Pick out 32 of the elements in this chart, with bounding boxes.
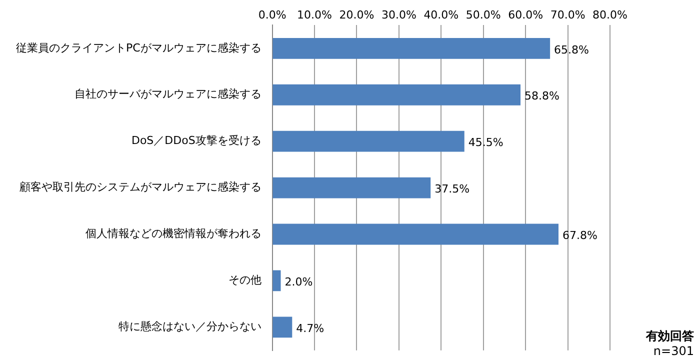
x-tick-label: 40.0% xyxy=(424,8,459,22)
data-label: 37.5% xyxy=(434,182,470,196)
data-label: 65.8% xyxy=(554,43,590,56)
data-label: 67.8% xyxy=(562,229,598,242)
y-tick-label: 従業員のクライアントPCがマルウェアに感染する xyxy=(16,41,262,54)
y-tick-label: 特に懸念はない／分からない xyxy=(118,320,262,334)
x-tick-label: 70.0% xyxy=(550,8,586,22)
y-tick-label: 自社のサーバがマルウェアに感染する xyxy=(74,88,262,101)
x-tick-label: 80.0% xyxy=(592,8,628,22)
bar xyxy=(272,177,431,198)
x-tick-label: 0.0% xyxy=(258,8,286,22)
x-tick-label: 50.0% xyxy=(466,8,501,22)
x-tick-label: 10.0% xyxy=(297,8,332,22)
y-tick-label: 顧客や取引先のシステムがマルウェアに感染する xyxy=(19,180,262,194)
data-label: 58.8% xyxy=(524,90,560,103)
data-label: 4.7% xyxy=(296,322,324,336)
bar xyxy=(272,38,550,59)
x-tick-label: 20.0% xyxy=(339,8,374,22)
bar xyxy=(272,130,464,152)
bar xyxy=(272,224,559,245)
bar xyxy=(272,84,521,106)
text: 有効回答 xyxy=(646,329,694,344)
data-label: 45.5% xyxy=(468,136,504,150)
text: n=301 xyxy=(652,344,694,359)
bar xyxy=(272,316,292,338)
x-tick-label: 60.0% xyxy=(508,8,544,22)
x-tick-label: 30.0% xyxy=(381,8,416,22)
bar xyxy=(272,270,281,292)
y-tick-label: DoS／DDoS攻撃を受ける xyxy=(131,134,262,148)
y-tick-label: 個人情報などの機密情報が奪われる xyxy=(85,227,262,240)
y-tick-label: その他 xyxy=(228,274,262,287)
data-label: 2.0% xyxy=(284,276,313,289)
